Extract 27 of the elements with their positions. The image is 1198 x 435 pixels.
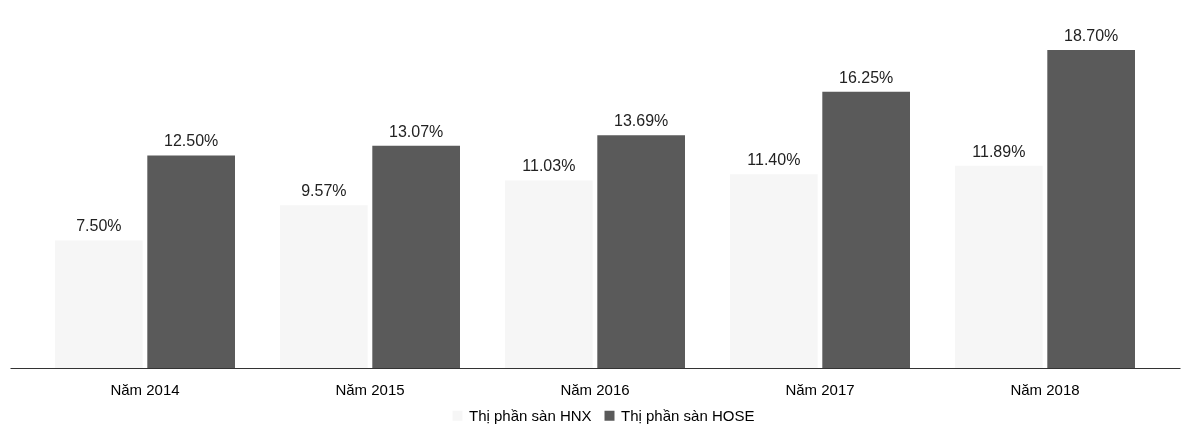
data-label: 11.03%	[522, 157, 576, 175]
bar	[505, 180, 593, 368]
x-tick-label: Năm 2014	[110, 380, 180, 398]
data-label: 12.50%	[164, 132, 219, 150]
bar	[730, 174, 818, 368]
bar	[280, 205, 368, 368]
bar	[597, 135, 685, 368]
data-label: 13.07%	[389, 122, 444, 140]
x-tick-label: Năm 2016	[560, 380, 630, 398]
bar	[147, 155, 235, 368]
bar	[55, 240, 143, 368]
data-label: 18.70%	[1064, 27, 1119, 44]
data-label: 16.25%	[839, 68, 894, 86]
data-label: 11.40%	[747, 151, 801, 169]
x-tick-label: Năm 2017	[785, 380, 855, 398]
data-label: 7.50%	[76, 217, 122, 235]
legend-label: Thị phần sàn HNX	[469, 406, 592, 424]
legend-label: Thị phần sàn HOSE	[621, 406, 755, 424]
bar	[822, 91, 910, 368]
x-tick-label: Năm 2015	[335, 380, 405, 398]
bar	[955, 165, 1043, 368]
data-label: 13.69%	[614, 112, 669, 130]
data-label: 9.57%	[301, 182, 347, 200]
bar	[372, 145, 460, 368]
data-label: 11.89%	[972, 142, 1026, 160]
bar	[1047, 50, 1135, 368]
x-tick-label: Năm 2018	[1010, 380, 1080, 398]
